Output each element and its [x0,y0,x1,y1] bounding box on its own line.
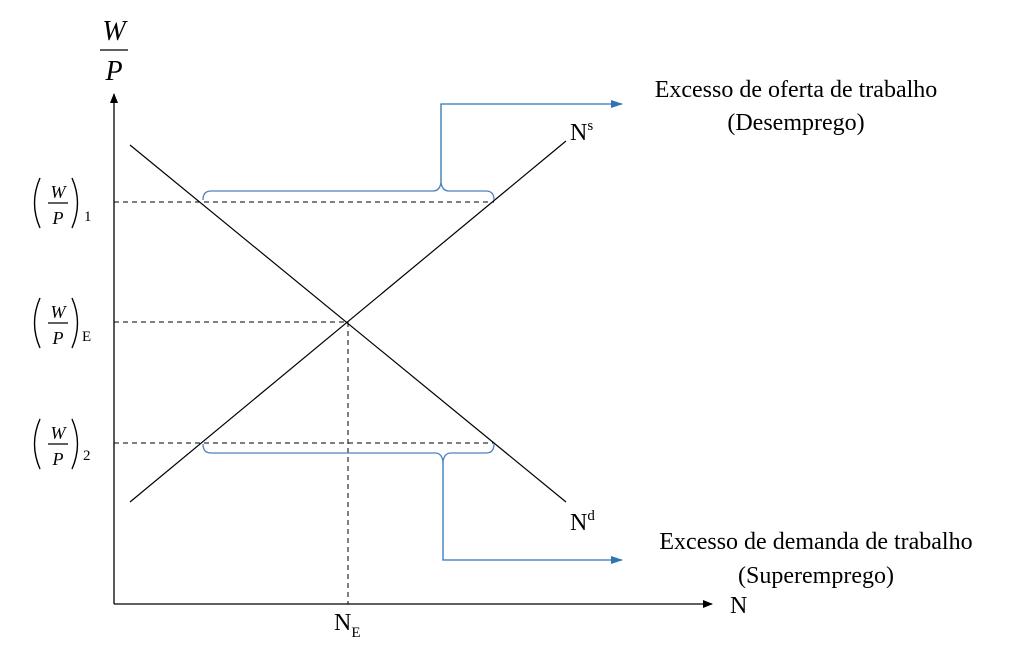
excess-demand-arrow [442,462,623,564]
excess-supply-arrow [440,100,623,182]
low-wage-level-label: W P 2 [33,418,91,470]
svg-text:W: W [51,302,68,322]
svg-text:1: 1 [84,209,92,225]
y-axis-label-numerator: W [102,16,128,47]
x-axis-label: N [730,593,747,619]
y-axis-label-denominator: P [104,56,122,87]
svg-text:2: 2 [83,448,91,464]
excess-demand-label-line1: Excesso de demanda de trabalho [659,529,972,555]
excess-supply-label-line2: (Desemprego) [727,110,864,136]
supply-curve-label: Ns [570,118,593,146]
supply-curve [129,140,567,503]
equilibrium-wage-level-label: W P E [33,297,91,349]
svg-text:W: W [51,423,68,443]
high-wage-level-label: W P 1 [33,177,92,229]
svg-text:P: P [52,208,64,228]
svg-text:W: W [51,182,68,202]
excess-supply-brace [202,181,495,201]
excess-supply-label-line1: Excesso de oferta de trabalho [655,77,938,103]
demand-curve-label: Nd [570,508,595,536]
svg-text:P: P [52,449,64,469]
excess-demand-label-line2: (Superemprego) [738,563,894,589]
svg-text:E: E [82,329,91,345]
equilibrium-quantity-label: NE [334,610,361,641]
svg-text:P: P [52,328,64,348]
